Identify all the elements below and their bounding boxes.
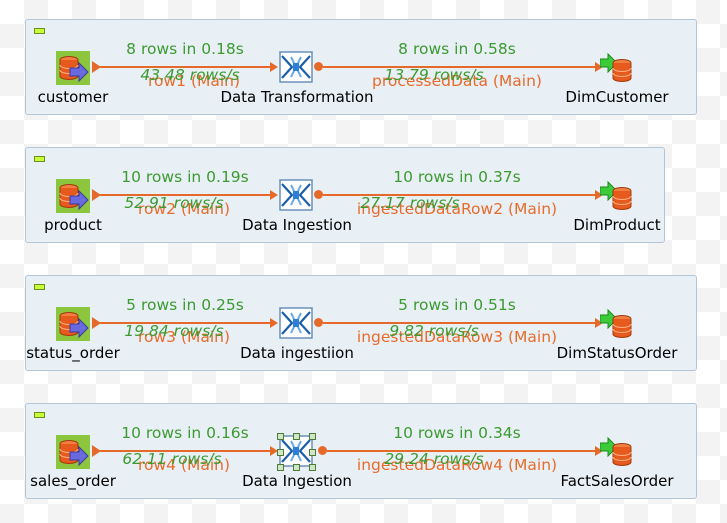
link-rate: 43.48 rows/s: [140, 66, 240, 84]
db-output-icon[interactable]: [600, 436, 634, 468]
component-label[interactable]: DimCustomer: [565, 88, 669, 106]
selection-handle-icon[interactable]: [277, 464, 284, 471]
main-link-2[interactable]: [323, 318, 603, 328]
link-stat: 10 rows in 0.37s: [393, 168, 521, 186]
link-name[interactable]: ingestedDataRow4 (Main): [356, 456, 558, 474]
component-label[interactable]: Data ingestiion: [240, 344, 354, 362]
link-stat: 5 rows in 0.25s: [126, 296, 244, 314]
main-link-1[interactable]: [100, 318, 278, 328]
component-label[interactable]: sales_order: [30, 472, 116, 490]
link-name[interactable]: row4 (Main): [137, 456, 231, 474]
collapse-toggle-icon[interactable]: [34, 284, 45, 290]
collapse-toggle-icon[interactable]: [34, 28, 45, 34]
main-link-1[interactable]: [100, 190, 278, 200]
link-name[interactable]: row3 (Main): [137, 328, 231, 346]
db-input-icon[interactable]: [56, 307, 90, 341]
link-stat: 8 rows in 0.58s: [398, 40, 516, 58]
main-link-2[interactable]: [323, 62, 603, 72]
db-input-icon[interactable]: [56, 51, 90, 85]
tmap-icon[interactable]: [279, 307, 313, 339]
db-input-icon[interactable]: [56, 435, 90, 469]
selection-handle-icon[interactable]: [293, 464, 300, 471]
output-port-icon[interactable]: [92, 445, 101, 457]
selection-handle-icon[interactable]: [277, 449, 284, 456]
db-output-icon[interactable]: [600, 180, 634, 212]
collapse-toggle-icon[interactable]: [34, 412, 45, 418]
tmap-icon[interactable]: [279, 179, 313, 211]
component-label[interactable]: Data Transformation: [220, 88, 374, 106]
link-rate: 52.91 rows/s: [124, 194, 224, 212]
output-port-icon[interactable]: [92, 317, 101, 329]
link-stat: 8 rows in 0.18s: [126, 40, 244, 58]
link-name[interactable]: processedData (Main): [372, 72, 542, 90]
link-rate: 29.24 rows/s: [384, 450, 484, 468]
link-rate: 62.11 rows/s: [122, 450, 222, 468]
link-rate: 19.84 rows/s: [124, 322, 224, 340]
tmap-icon[interactable]: [279, 51, 313, 83]
main-link-2[interactable]: [327, 446, 603, 456]
main-link-1[interactable]: [100, 446, 278, 456]
db-input-icon[interactable]: [56, 179, 90, 213]
link-stat: 10 rows in 0.16s: [121, 424, 249, 442]
link-stat: 10 rows in 0.34s: [393, 424, 521, 442]
db-output-icon[interactable]: [600, 308, 634, 340]
component-label[interactable]: FactSalesOrder: [560, 472, 674, 490]
output-dot-icon[interactable]: [314, 190, 323, 199]
link-rate: 27.17 rows/s: [360, 194, 460, 212]
selection-handle-icon[interactable]: [293, 433, 300, 440]
component-label[interactable]: DimProduct: [573, 216, 661, 234]
component-label[interactable]: product: [44, 216, 102, 234]
output-port-icon[interactable]: [92, 61, 101, 73]
selection-handle-icon[interactable]: [277, 433, 284, 440]
output-dot-icon[interactable]: [318, 446, 327, 455]
link-name[interactable]: row1 (Main): [147, 72, 241, 90]
main-link-1[interactable]: [100, 62, 278, 72]
link-name[interactable]: ingestedDataRow3 (Main): [356, 328, 558, 346]
component-label[interactable]: Data Ingestion: [242, 216, 352, 234]
link-rate: 9.82 rows/s: [389, 322, 479, 340]
link-rate: 13.79 rows/s: [384, 66, 484, 84]
output-dot-icon[interactable]: [314, 318, 323, 327]
db-output-icon[interactable]: [600, 52, 634, 84]
collapse-toggle-icon[interactable]: [34, 156, 45, 162]
link-name[interactable]: ingestedDataRow2 (Main): [356, 200, 558, 218]
component-label[interactable]: DimStatusOrder: [556, 344, 678, 362]
output-port-icon[interactable]: [92, 189, 101, 201]
selection-handle-icon[interactable]: [309, 464, 316, 471]
output-dot-icon[interactable]: [314, 62, 323, 71]
link-stat: 10 rows in 0.19s: [121, 168, 249, 186]
main-link-2[interactable]: [323, 190, 603, 200]
component-label[interactable]: Data Ingestion: [242, 472, 352, 490]
selection-handle-icon[interactable]: [309, 433, 316, 440]
selection-handle-icon[interactable]: [309, 449, 316, 456]
link-name[interactable]: row2 (Main): [137, 200, 231, 218]
component-label[interactable]: customer: [37, 88, 109, 106]
link-stat: 5 rows in 0.51s: [398, 296, 516, 314]
component-label[interactable]: status_order: [26, 344, 120, 362]
